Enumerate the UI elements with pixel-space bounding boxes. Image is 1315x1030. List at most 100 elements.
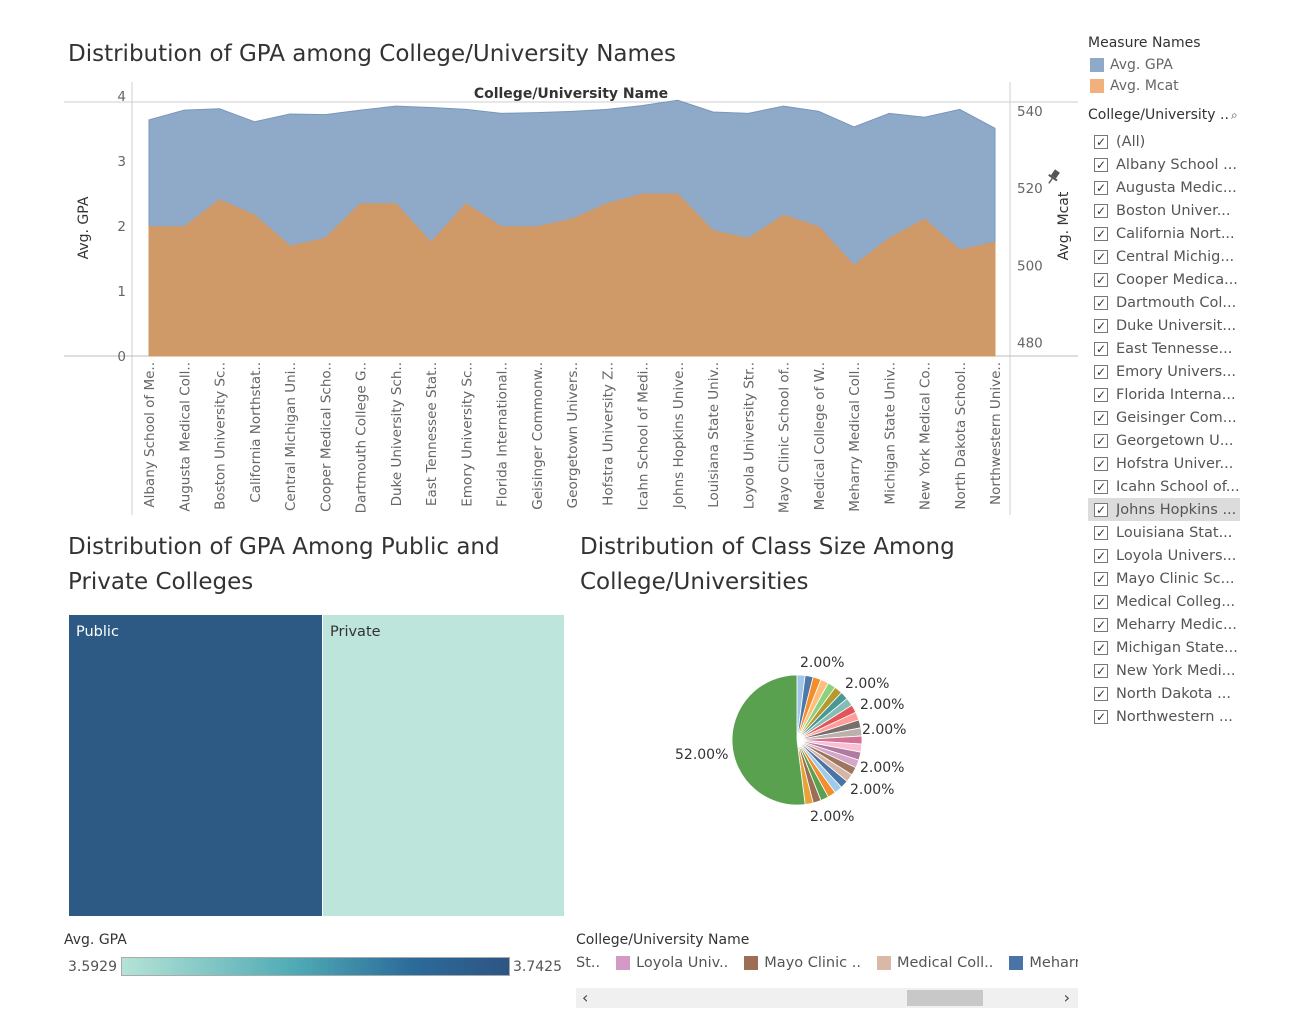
checkbox[interactable]: ✓ (1094, 479, 1108, 494)
checkbox[interactable]: ✓ (1094, 180, 1108, 195)
filter-item[interactable]: ✓ Meharry Medic... (1088, 613, 1240, 636)
area-chart[interactable]: College/University Name 0 1 2 3 4 480 500 520 5… (60, 78, 1082, 523)
filter-item[interactable]: ✓ Albany School ... (1088, 153, 1240, 176)
checkbox[interactable]: ✓ (1094, 272, 1108, 287)
filter-item-label: Meharry Medic... (1116, 616, 1237, 633)
pie-slice-label: 2.00% (862, 722, 906, 738)
pie-legend-item[interactable]: St.. (576, 955, 600, 971)
filter-item[interactable]: ✓ New York Medi... (1088, 659, 1240, 682)
filter-item-label: Augusta Medic... (1116, 179, 1237, 196)
treemap: Public Private (69, 615, 564, 916)
pie-legend-item[interactable]: Loyola Univ.. (616, 955, 728, 971)
legend-item-avg-mcat[interactable]: Avg. Mcat (1090, 76, 1179, 96)
filter-item[interactable]: ✓ Dartmouth Col... (1088, 291, 1240, 314)
pie-slice[interactable] (731, 674, 806, 806)
checkbox[interactable]: ✓ (1094, 548, 1108, 563)
filter-item[interactable]: ✓ (All) (1088, 130, 1240, 153)
checkbox[interactable]: ✓ (1094, 318, 1108, 333)
checkbox[interactable]: ✓ (1094, 433, 1108, 448)
category-label: North Dakota School.. (953, 362, 969, 510)
checkbox[interactable]: ✓ (1094, 134, 1108, 149)
treemap-cell-public[interactable]: Public (69, 615, 322, 916)
left-tick-label: 2 (117, 219, 126, 235)
filter-item[interactable]: ✓ Louisiana Stat... (1088, 521, 1240, 544)
filter-item[interactable]: ✓ Johns Hopkins ... (1088, 498, 1240, 521)
filter-item-label: Johns Hopkins ... (1116, 501, 1237, 518)
scroll-left-arrow[interactable]: ‹ (582, 988, 589, 1007)
checkbox[interactable]: ✓ (1094, 364, 1108, 379)
treemap-cell-private[interactable]: Private (322, 615, 564, 916)
pie-legend-item[interactable]: Medical Coll.. (876, 955, 993, 971)
pie-slice-label: 52.00% (675, 747, 728, 763)
checkbox[interactable]: ✓ (1094, 617, 1108, 632)
filter-item[interactable]: ✓ Medical Colleg... (1088, 590, 1240, 613)
filter-item-label: Louisiana Stat... (1116, 524, 1233, 541)
pie-legend-item[interactable]: Meharry Me.. (1009, 955, 1078, 971)
checkbox[interactable]: ✓ (1094, 502, 1108, 517)
left-tick-label: 0 (117, 349, 126, 365)
filter-item[interactable]: ✓ California Nort... (1088, 222, 1240, 245)
filter-item[interactable]: ✓ Northwestern ... (1088, 705, 1240, 728)
filter-item[interactable]: ✓ Michigan State... (1088, 636, 1240, 659)
checkbox[interactable]: ✓ (1094, 410, 1108, 425)
category-label: Duke University Sch.. (389, 362, 405, 506)
right-tick-label: 500 (1017, 258, 1043, 274)
checkbox[interactable]: ✓ (1094, 203, 1108, 218)
checkbox[interactable]: ✓ (1094, 594, 1108, 609)
pin-icon[interactable] (1045, 168, 1062, 186)
checkbox[interactable]: ✓ (1094, 709, 1108, 724)
filter-item[interactable]: ✓ Hofstra Univer... (1088, 452, 1240, 475)
pie-slice-label: 2.00% (860, 760, 904, 776)
filter-item[interactable]: ✓ Mayo Clinic Sc... (1088, 567, 1240, 590)
checkbox[interactable]: ✓ (1094, 249, 1108, 264)
checkbox[interactable]: ✓ (1094, 640, 1108, 655)
checkbox[interactable]: ✓ (1094, 571, 1108, 586)
checkbox[interactable]: ✓ (1094, 226, 1108, 241)
pie-chart[interactable]: 2.00%2.00%2.00%2.00%2.00%2.00%2.00%52.00… (640, 640, 940, 840)
filter-item[interactable]: ✓ North Dakota ... (1088, 682, 1240, 705)
filter-item[interactable]: ✓ Central Michig... (1088, 245, 1240, 268)
left-axis-ticks: 0 1 2 3 4 (117, 89, 126, 365)
filter-item[interactable]: ✓ Emory Univers... (1088, 360, 1240, 383)
checkbox[interactable]: ✓ (1094, 295, 1108, 310)
avg-mcat-area[interactable] (148, 193, 996, 357)
legend-item-avg-gpa[interactable]: Avg. GPA (1090, 55, 1173, 75)
filter-item[interactable]: ✓ Florida Interna... (1088, 383, 1240, 406)
pie-legend-item[interactable]: Mayo Clinic .. (744, 955, 861, 971)
filter-item[interactable]: ✓ Geisinger Com... (1088, 406, 1240, 429)
filter-item[interactable]: ✓ Augusta Medic... (1088, 176, 1240, 199)
category-label: Augusta Medical Coll.. (177, 362, 193, 512)
filter-item-label: Icahn School of... (1116, 478, 1240, 495)
filter-item-label: Duke Universit... (1116, 317, 1237, 334)
checkbox[interactable]: ✓ (1094, 341, 1108, 356)
checkbox[interactable]: ✓ (1094, 387, 1108, 402)
filter-item[interactable]: ✓ Georgetown U... (1088, 429, 1240, 452)
category-label: California Northstat.. (248, 362, 264, 503)
filter-item[interactable]: ✓ Loyola Univers... (1088, 544, 1240, 567)
legend-label: Avg. GPA (1110, 57, 1173, 73)
filter-title[interactable]: College/University .. ⌕ (1088, 107, 1238, 123)
checkbox[interactable]: ✓ (1094, 525, 1108, 540)
filter-item[interactable]: ✓ Duke Universit... (1088, 314, 1240, 337)
category-label: Loyola University Str.. (741, 362, 757, 509)
checkbox[interactable]: ✓ (1094, 157, 1108, 172)
checkbox[interactable]: ✓ (1094, 456, 1108, 471)
legend-scrollbar[interactable]: ‹ › (576, 988, 1078, 1008)
checkbox[interactable]: ✓ (1094, 686, 1108, 701)
treemap-title: Distribution of GPA Among Public and Pri… (68, 534, 500, 595)
pie-legend-label: St.. (576, 955, 601, 971)
checkbox[interactable]: ✓ (1094, 663, 1108, 678)
scrollbar-thumb[interactable] (907, 990, 983, 1006)
category-label: Dartmouth College G.. (354, 362, 370, 513)
right-tick-label: 520 (1017, 181, 1043, 197)
filter-item[interactable]: ✓ Icahn School of... (1088, 475, 1240, 498)
scroll-right-arrow[interactable]: › (1063, 988, 1070, 1007)
filter-item-label: Emory Univers... (1116, 363, 1236, 380)
filter-item-label: Medical Colleg... (1116, 593, 1236, 610)
area-chart-header: College/University Name (474, 86, 668, 102)
filter-item[interactable]: ✓ Boston Univer... (1088, 199, 1240, 222)
filter-item-label: Boston Univer... (1116, 202, 1231, 219)
filter-item[interactable]: ✓ East Tennesse... (1088, 337, 1240, 360)
filter-item[interactable]: ✓ Cooper Medica... (1088, 268, 1240, 291)
search-icon[interactable]: ⌕ (1230, 107, 1238, 122)
